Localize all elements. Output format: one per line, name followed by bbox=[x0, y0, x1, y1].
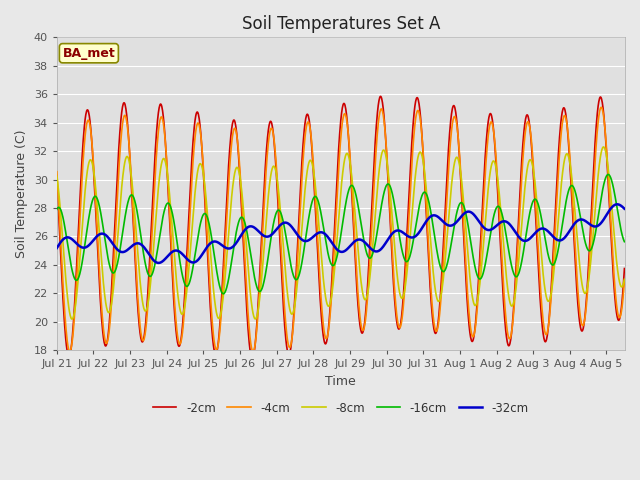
-16cm bbox=[604, 172, 612, 178]
-16cm bbox=[217, 287, 225, 292]
-16cm bbox=[546, 257, 554, 263]
-32cm bbox=[613, 202, 621, 207]
-8cm bbox=[483, 203, 490, 208]
-4cm bbox=[546, 313, 554, 319]
X-axis label: Time: Time bbox=[326, 375, 356, 388]
-4cm bbox=[53, 169, 61, 175]
-16cm bbox=[220, 291, 227, 297]
-2cm bbox=[155, 107, 163, 113]
-2cm bbox=[377, 94, 385, 99]
-4cm bbox=[217, 320, 225, 325]
Text: BA_met: BA_met bbox=[63, 47, 115, 60]
-32cm bbox=[621, 206, 628, 212]
Line: -16cm: -16cm bbox=[57, 175, 625, 294]
-4cm bbox=[166, 205, 173, 211]
Line: -8cm: -8cm bbox=[57, 147, 625, 319]
-4cm bbox=[621, 277, 628, 283]
-32cm bbox=[166, 251, 173, 257]
-4cm bbox=[269, 127, 276, 133]
-8cm bbox=[217, 310, 225, 316]
-8cm bbox=[269, 165, 276, 170]
-32cm bbox=[53, 245, 61, 251]
-8cm bbox=[546, 297, 554, 302]
Line: -4cm: -4cm bbox=[57, 108, 625, 352]
-2cm bbox=[166, 215, 173, 220]
-4cm bbox=[155, 125, 163, 131]
-32cm bbox=[546, 230, 554, 236]
-2cm bbox=[53, 177, 61, 182]
Legend: -2cm, -4cm, -8cm, -16cm, -32cm: -2cm, -4cm, -8cm, -16cm, -32cm bbox=[148, 397, 534, 419]
-16cm bbox=[166, 201, 173, 207]
-32cm bbox=[154, 260, 162, 266]
-32cm bbox=[269, 231, 276, 237]
-32cm bbox=[217, 241, 225, 247]
-8cm bbox=[166, 195, 173, 201]
-2cm bbox=[248, 356, 256, 361]
-8cm bbox=[68, 316, 76, 322]
-2cm bbox=[483, 130, 491, 135]
-32cm bbox=[156, 260, 163, 266]
-16cm bbox=[53, 206, 61, 212]
-2cm bbox=[269, 124, 276, 130]
-16cm bbox=[483, 254, 490, 260]
-8cm bbox=[156, 178, 163, 183]
-4cm bbox=[597, 105, 605, 110]
-8cm bbox=[621, 276, 628, 282]
-2cm bbox=[621, 265, 628, 271]
-2cm bbox=[546, 304, 554, 310]
-16cm bbox=[621, 239, 628, 245]
-4cm bbox=[249, 349, 257, 355]
Title: Soil Temperatures Set A: Soil Temperatures Set A bbox=[242, 15, 440, 33]
-16cm bbox=[155, 239, 163, 245]
-8cm bbox=[600, 144, 607, 150]
Line: -2cm: -2cm bbox=[57, 96, 625, 359]
-32cm bbox=[483, 227, 490, 232]
-2cm bbox=[217, 312, 225, 318]
Y-axis label: Soil Temperature (C): Soil Temperature (C) bbox=[15, 130, 28, 258]
-8cm bbox=[53, 174, 61, 180]
-4cm bbox=[483, 150, 490, 156]
-16cm bbox=[269, 226, 276, 232]
Line: -32cm: -32cm bbox=[57, 204, 625, 263]
